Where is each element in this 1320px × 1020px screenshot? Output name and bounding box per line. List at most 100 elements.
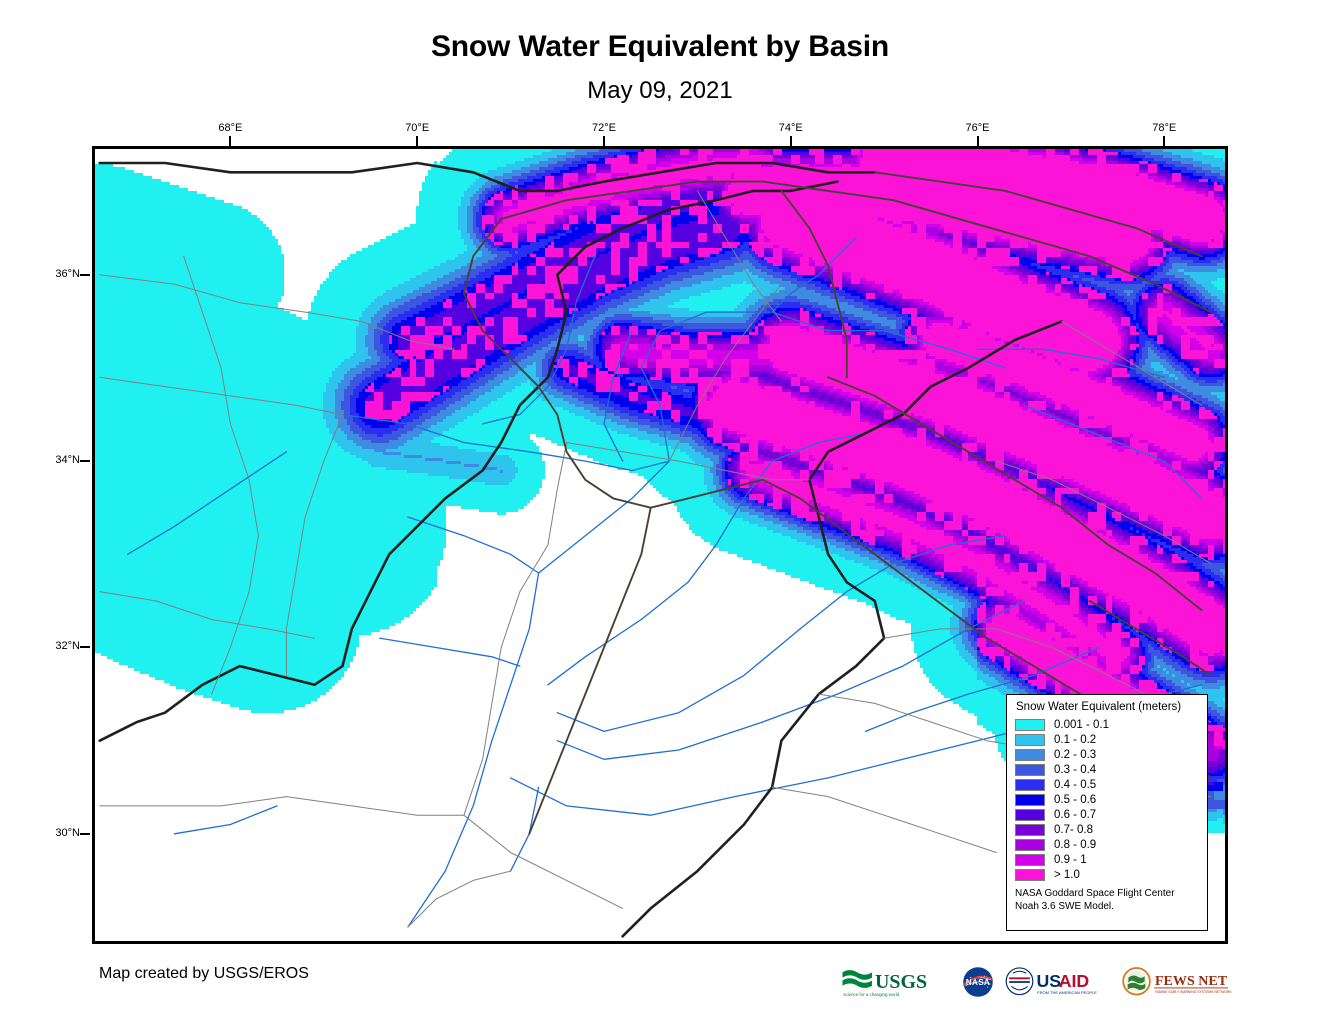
admin-border-line: [463, 814, 624, 909]
basin-boundary-line: [528, 506, 652, 835]
basin-boundary-line: [500, 180, 1212, 314]
river-line: [379, 637, 521, 667]
legend-row: 0.7- 0.8: [1015, 822, 1199, 837]
admin-border-line: [463, 442, 568, 816]
legend-class-label: 0.3 - 0.4: [1054, 763, 1097, 776]
admin-border-line: [668, 283, 782, 462]
lat-tick-mark: [80, 832, 90, 835]
legend-panel: Snow Water Equivalent (meters) 0.001 - 0…: [1006, 694, 1208, 931]
lon-tick-mark: [976, 136, 979, 146]
river-line: [173, 805, 278, 835]
legend-class-list: 0.001 - 0.1 0.1 - 0.2 0.2 - 0.3 0.3 - 0.4 0.…: [1015, 717, 1199, 882]
admin-border-line: [995, 460, 1212, 565]
admin-border-line: [99, 591, 315, 639]
admin-border-line: [99, 274, 455, 350]
lat-tick-label: 32°N: [55, 640, 80, 653]
lon-tick-mark: [1163, 136, 1166, 146]
legend-class-label: 0.2 - 0.3: [1054, 748, 1097, 761]
admin-border-line: [771, 786, 997, 853]
page-title: Snow Water Equivalent by Basin: [431, 30, 889, 63]
basin-boundary-line: [761, 478, 1035, 668]
legend-class-label: 0.9 - 1: [1054, 853, 1087, 866]
basin-boundary-line: [827, 376, 1203, 612]
legend-class-label: 0.6 - 0.7: [1054, 808, 1097, 821]
legend-source-note: NASA Goddard Space Flight Center Noah 3.…: [1015, 888, 1199, 913]
basin-boundary-line: [1088, 599, 1212, 677]
lon-tick-label: 68°E: [218, 122, 243, 134]
basin-boundary-line: [462, 217, 652, 509]
basin-boundary-line: [873, 171, 1203, 258]
river-line: [864, 646, 1100, 733]
lat-tick-mark: [80, 460, 90, 463]
legend-row: 0.9 - 1: [1015, 852, 1199, 867]
river-line: [603, 330, 633, 462]
legend-row: 0.3 - 0.4: [1015, 762, 1199, 777]
legend-color-swatch: [1015, 838, 1045, 851]
vector-overlay-layer: [98, 161, 1212, 938]
logo-bar: USGS science for a changing world NASA U…: [841, 962, 1232, 1002]
admin-border-line: [566, 442, 810, 481]
river-line: [341, 413, 670, 472]
river-line: [556, 600, 1025, 760]
legend-source-line2: Noah 3.6 SWE Model.: [1015, 900, 1114, 912]
legend-row: 0.2 - 0.3: [1015, 747, 1199, 762]
map-frame[interactable]: [92, 146, 1228, 944]
lon-tick-label: 76°E: [965, 122, 990, 134]
legend-class-label: 0.5 - 0.6: [1054, 793, 1097, 806]
legend-color-swatch: [1015, 823, 1045, 836]
admin-border-line: [99, 796, 465, 816]
usaid-logo: US AID FROM THE AMERICAN PEOPLE: [1005, 967, 1098, 996]
nasa-logo: NASA: [963, 967, 994, 997]
legend-color-swatch: [1015, 733, 1045, 746]
legend-row: 0.6 - 0.7: [1015, 807, 1199, 822]
lon-tick-label: 74°E: [778, 122, 803, 134]
lat-tick-mark: [80, 646, 90, 649]
legend-color-swatch: [1015, 763, 1045, 776]
legend-row: > 1.0: [1015, 867, 1199, 882]
admin-border-line: [99, 376, 343, 416]
admin-border-line: [696, 190, 782, 322]
legend-color-swatch: [1015, 853, 1045, 866]
lon-tick-mark: [416, 136, 419, 146]
footer-credit: Map created by USGS/EROS: [99, 965, 309, 982]
legend-class-label: > 1.0: [1054, 868, 1080, 881]
legend-source-line1: NASA Goddard Space Flight Center: [1015, 888, 1175, 900]
admin-border-line: [285, 414, 343, 676]
lon-tick-label: 78°E: [1152, 122, 1177, 134]
admin-border-line: [1061, 320, 1203, 406]
map-date-subtitle: May 09, 2021: [587, 77, 733, 104]
admin-border-line: [183, 255, 259, 695]
lon-tick-mark: [789, 136, 792, 146]
country-border-line: [98, 180, 839, 742]
legend-color-swatch: [1015, 808, 1045, 821]
legend-row: 0.001 - 0.1: [1015, 717, 1199, 732]
river-line: [976, 348, 1165, 378]
legend-class-label: 0.001 - 0.1: [1054, 718, 1109, 731]
legend-row: 0.1 - 0.2: [1015, 732, 1199, 747]
legend-class-label: 0.7- 0.8: [1054, 823, 1093, 836]
lat-tick-label: 34°N: [55, 454, 80, 467]
legend-color-swatch: [1015, 748, 1045, 761]
legend-color-swatch: [1015, 718, 1045, 731]
river-line: [547, 432, 867, 686]
admin-border-line: [407, 870, 512, 928]
usgs-logo: USGS science for a changing world: [842, 970, 927, 997]
country-border-line: [98, 161, 877, 193]
lon-tick-mark: [602, 136, 605, 146]
legend-color-swatch: [1015, 778, 1045, 791]
legend-color-swatch: [1015, 793, 1045, 806]
legend-color-swatch: [1015, 868, 1045, 881]
lon-tick-mark: [229, 136, 232, 146]
basin-boundary-line: [780, 189, 848, 379]
country-border-line: [621, 320, 1063, 938]
legend-row: 0.8 - 0.9: [1015, 837, 1199, 852]
lat-tick-label: 36°N: [55, 267, 80, 280]
fewsnet-logo: FEWS NET FAMINE EARLY WARNING SYSTEMS NE…: [1122, 967, 1232, 996]
legend-row: 0.4 - 0.5: [1015, 777, 1199, 792]
river-line: [127, 451, 288, 555]
legend-title: Snow Water Equivalent (meters): [1016, 701, 1182, 713]
river-line: [771, 236, 857, 313]
legend-row: 0.5 - 0.6: [1015, 792, 1199, 807]
lon-tick-label: 72°E: [591, 122, 616, 134]
basin-boundary-line: [649, 478, 764, 509]
